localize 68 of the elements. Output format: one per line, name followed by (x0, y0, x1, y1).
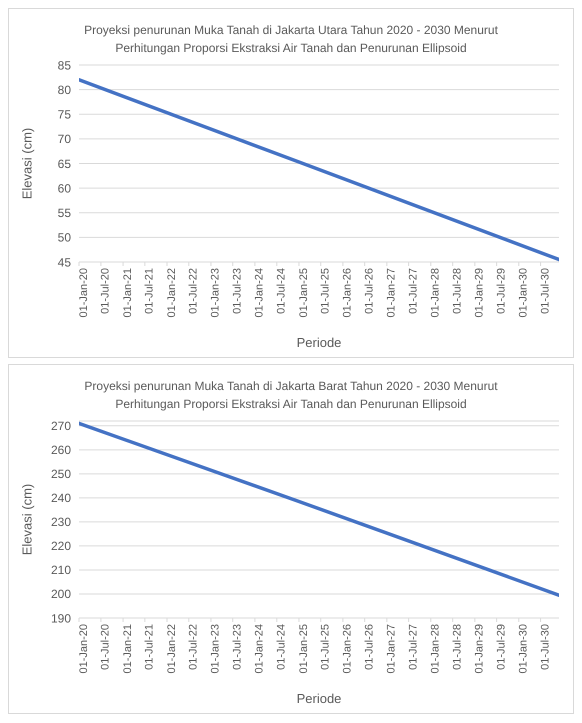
x-tick-label: 01-Jan-26 (342, 624, 354, 674)
x-tick-label: 01-Jan-20 (78, 268, 90, 318)
x-tick-label: 01-Jul-28 (452, 624, 464, 670)
x-tick-label: 01-Jul-27 (407, 624, 420, 670)
x-tick-label: 01-Jul-29 (495, 268, 508, 314)
x-tick-label: 01-Jul-24 (276, 268, 288, 314)
x-tick-label: 01-Jan-21 (122, 268, 134, 318)
y-tick-label: 80 (58, 82, 72, 97)
x-tick-label: 01-Jul-25 (320, 268, 332, 314)
y-tick-label: 70 (58, 132, 72, 146)
x-tick-label: 01-Jan-24 (254, 268, 266, 318)
chart-title: Proyeksi penurunan Muka Tanah di Jakarta Barat Tahun 2020 - 2030 Menurut Perhitungan Proporsi Ekstraksi Air Tanah dan Penurunan Ellipsoid (83, 378, 499, 413)
x-tick-label: 01-Jan-30 (518, 268, 530, 318)
y-tick-label: 200 (50, 587, 72, 602)
y-tick-label: 260 (50, 443, 72, 458)
x-axis-title: Periode (296, 335, 342, 350)
y-tick-label: 55 (58, 206, 72, 220)
y-tick-label: 250 (50, 467, 72, 482)
x-tick-label: 01-Jan-20 (78, 624, 90, 674)
x-tick-label: 01-Jul-25 (320, 624, 332, 670)
x-tick-label: 01-Jul-21 (144, 624, 156, 670)
x-tick-label: 01-Jul-27 (407, 268, 420, 314)
x-tick-label: 01-Jul-30 (539, 268, 552, 314)
x-tick-label: 01-Jan-28 (430, 268, 442, 318)
y-tick-label: 220 (50, 539, 72, 554)
y-tick-label: 45 (58, 255, 72, 270)
x-tick-label: 01-Jul-26 (364, 268, 376, 314)
x-tick-label: 01-Jul-22 (188, 268, 200, 314)
x-tick-label: 01-Jan-29 (474, 268, 486, 318)
x-tick-label: 01-Jan-21 (122, 624, 134, 674)
x-tick-label: 01-Jan-23 (210, 624, 222, 674)
x-tick-label: 01-Jan-22 (166, 268, 178, 318)
y-tick-label: 270 (50, 419, 72, 434)
x-tick-label: 01-Jan-27 (386, 268, 398, 318)
x-tick-label: 01-Jan-25 (298, 624, 310, 674)
x-tick-label: 01-Jul-26 (364, 624, 376, 670)
y-tick-label: 240 (50, 491, 72, 506)
x-tick-label: 01-Jan-22 (166, 624, 178, 674)
x-tick-label: 01-Jan-29 (474, 624, 486, 674)
y-tick-label: 75 (58, 108, 72, 122)
x-tick-label: 01-Jul-24 (276, 624, 288, 670)
x-tick-label: 01-Jan-26 (342, 268, 354, 318)
x-tick-label: 01-Jul-20 (100, 624, 112, 670)
x-tick-label: 01-Jul-21 (144, 268, 156, 314)
y-tick-label: 60 (58, 181, 72, 196)
y-axis-title: Elevasi (cm) (20, 128, 35, 200)
y-tick-label: 210 (50, 563, 72, 578)
x-axis-title: Periode (296, 691, 342, 706)
y-tick-label: 50 (58, 230, 72, 245)
x-tick-label: 01-Jan-27 (386, 624, 398, 674)
x-tick-label: 01-Jul-22 (188, 624, 200, 670)
x-tick-label: 01-Jan-28 (430, 624, 442, 674)
x-tick-label: 01-Jan-23 (210, 268, 222, 318)
y-axis-title: Elevasi (cm) (20, 484, 35, 556)
y-tick-label: 190 (50, 611, 72, 626)
x-tick-label: 01-Jul-28 (452, 268, 464, 314)
y-tick-label: 65 (58, 156, 72, 171)
x-tick-label: 01-Jul-23 (232, 624, 244, 670)
chart-title: Proyeksi penurunan Muka Tanah di Jakarta Utara Tahun 2020 - 2030 Menurut Perhitungan Proporsi Ekstraksi Air Tanah dan Penurunan Ellipsoid (83, 22, 499, 57)
x-tick-label: 01-Jul-29 (495, 624, 508, 670)
x-tick-label: 01-Jan-30 (518, 624, 530, 674)
x-tick-label: 01-Jul-30 (539, 624, 552, 670)
y-tick-label: 230 (50, 515, 72, 530)
x-tick-label: 01-Jan-24 (254, 624, 266, 674)
y-tick-label: 85 (58, 58, 72, 72)
x-tick-label: 01-Jul-23 (232, 268, 244, 314)
x-tick-label: 01-Jan-25 (298, 268, 310, 318)
x-tick-label: 01-Jul-20 (100, 268, 112, 314)
